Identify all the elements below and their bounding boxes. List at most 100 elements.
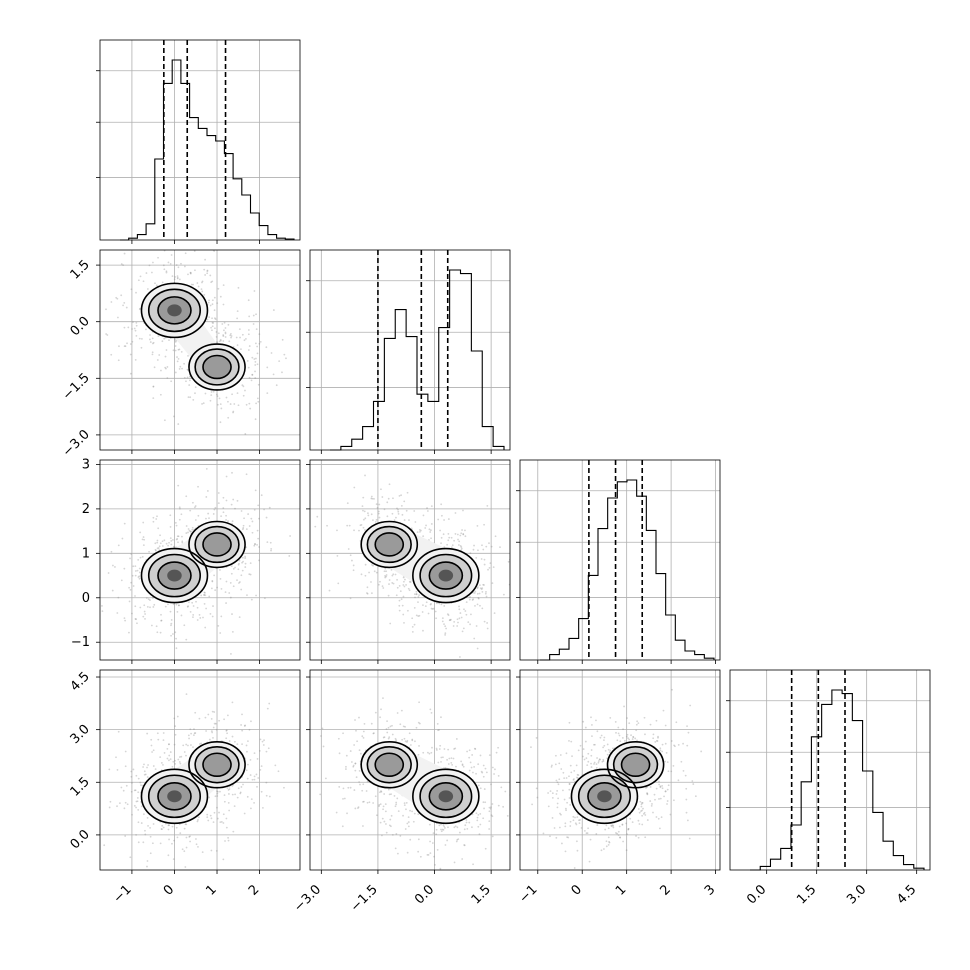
sample-point xyxy=(638,823,641,825)
sample-point xyxy=(229,334,232,337)
x-tick-label: −3.0 xyxy=(291,882,324,915)
sample-point xyxy=(227,520,229,522)
sample-point xyxy=(198,613,201,616)
sample-point xyxy=(461,763,464,766)
sample-point xyxy=(167,824,170,827)
sample-point xyxy=(101,605,103,607)
sample-point xyxy=(224,327,227,329)
sample-point xyxy=(367,512,369,515)
sample-point xyxy=(470,766,473,769)
sample-point xyxy=(396,586,399,589)
panel-content xyxy=(100,670,300,870)
sample-point xyxy=(362,496,365,499)
sample-point xyxy=(172,545,175,548)
sample-point xyxy=(259,769,262,771)
sample-point xyxy=(436,848,439,851)
sample-point xyxy=(585,757,588,760)
sample-point xyxy=(403,621,405,624)
y-tick-label: 2 xyxy=(82,502,90,517)
sample-point xyxy=(246,594,248,596)
sample-point xyxy=(582,720,585,723)
sample-point xyxy=(447,826,449,829)
sample-point xyxy=(155,284,158,287)
sample-point xyxy=(238,562,240,565)
sample-point xyxy=(463,828,466,831)
sample-point xyxy=(413,606,416,609)
sample-point xyxy=(213,309,216,312)
sample-point xyxy=(422,535,425,538)
sample-point xyxy=(380,791,383,793)
sample-point xyxy=(122,304,124,307)
sample-point xyxy=(232,498,235,501)
sample-point xyxy=(370,513,373,516)
sample-point xyxy=(185,638,188,641)
sample-point xyxy=(165,349,168,351)
sample-point xyxy=(641,802,644,804)
sample-point xyxy=(197,819,199,821)
sample-point xyxy=(208,316,211,319)
sample-point xyxy=(385,823,387,825)
sample-point xyxy=(484,801,487,804)
sample-point xyxy=(231,471,233,474)
sample-point xyxy=(181,540,184,543)
sample-point xyxy=(397,810,400,813)
sample-point xyxy=(370,497,373,500)
sample-point xyxy=(637,819,640,822)
sample-point xyxy=(354,762,357,765)
pair-panel-3-2 xyxy=(519,669,721,871)
sample-point xyxy=(149,334,151,336)
sample-point xyxy=(426,854,429,856)
sample-point xyxy=(236,392,239,395)
y-tick-label: 0.0 xyxy=(68,827,93,852)
sample-point xyxy=(157,738,160,741)
sample-point xyxy=(555,793,558,795)
sample-point xyxy=(212,322,215,324)
sample-point xyxy=(473,766,476,768)
sample-point xyxy=(156,228,158,230)
sample-point xyxy=(397,508,399,511)
sample-point xyxy=(214,722,217,725)
sample-point xyxy=(253,544,256,547)
sample-point xyxy=(569,820,572,823)
sample-point xyxy=(684,774,687,777)
sample-point xyxy=(666,788,669,791)
sample-point xyxy=(576,773,579,776)
sample-point xyxy=(134,329,137,332)
sample-point xyxy=(422,751,425,754)
sample-point xyxy=(364,528,366,531)
panel-frame xyxy=(729,669,931,871)
sample-point xyxy=(617,830,620,833)
sample-point xyxy=(235,336,238,339)
sample-point xyxy=(558,778,561,781)
sample-point xyxy=(595,766,598,769)
sample-point xyxy=(148,550,150,553)
sample-point xyxy=(556,802,559,805)
sample-point xyxy=(265,781,268,784)
sample-point xyxy=(189,728,192,731)
sample-point xyxy=(136,797,139,799)
sample-point xyxy=(371,564,373,566)
sample-point xyxy=(125,306,128,309)
sample-point xyxy=(405,808,407,811)
sample-point xyxy=(140,822,143,824)
sample-point xyxy=(372,564,374,567)
sample-point xyxy=(356,740,359,743)
sample-point xyxy=(373,497,375,500)
sample-point xyxy=(243,339,246,342)
contour-line xyxy=(570,768,639,825)
sample-point xyxy=(384,575,386,577)
contour-line xyxy=(202,532,232,557)
sample-point xyxy=(223,800,226,803)
sample-point xyxy=(179,832,182,835)
sample-point xyxy=(211,731,214,734)
contour-line xyxy=(188,343,246,391)
sample-point xyxy=(654,798,656,801)
sample-point xyxy=(380,708,382,711)
sample-point xyxy=(394,847,397,850)
contour-line xyxy=(577,774,631,819)
sample-point xyxy=(174,762,177,765)
sample-point xyxy=(208,595,211,598)
sample-point xyxy=(385,570,388,573)
sample-point xyxy=(395,516,397,519)
sample-point xyxy=(134,574,137,577)
